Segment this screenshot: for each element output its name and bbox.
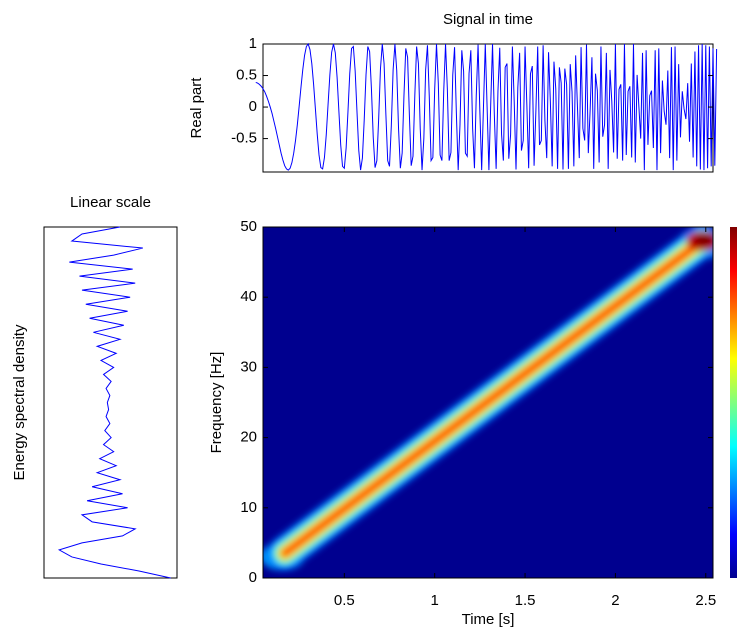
y-tick-label: 10: [240, 499, 257, 516]
y-tick-label: 0: [249, 98, 257, 115]
x-axis-label: Time [s]: [462, 611, 515, 628]
y-tick-label: -0.5: [231, 130, 257, 147]
signal-line: [255, 42, 718, 171]
y-tick-label: 30: [240, 358, 257, 375]
plot-frame: [262, 43, 714, 173]
y-tick-label: 40: [240, 288, 257, 305]
y-tick-label: 0.5: [236, 66, 257, 83]
ridge: [263, 227, 713, 571]
y-tick-label: 1: [249, 35, 257, 52]
y-axis-label: Frequency [Hz]: [208, 352, 225, 454]
x-tick-label: 2: [611, 592, 619, 609]
x-tick-label: 1: [431, 592, 439, 609]
ridge-layer: [281, 237, 706, 557]
blob: [694, 234, 713, 247]
y-tick-label: 20: [240, 429, 257, 446]
y-tick-label: 0: [249, 569, 257, 586]
x-tick-label: 0.5: [334, 592, 355, 609]
plot-frame: [43, 226, 178, 579]
x-tick-label: 1.5: [515, 592, 536, 609]
axis-title: Linear scale: [70, 194, 151, 211]
colorbar: [730, 227, 737, 578]
y-axis-label: Real part: [188, 77, 205, 139]
y-axis-label: Energy spectral density: [11, 324, 28, 480]
signal-line: [57, 226, 171, 579]
axis-title: Signal in time: [443, 11, 533, 28]
y-tick-label: 50: [240, 218, 257, 235]
x-tick-label: 2.5: [695, 592, 716, 609]
heatmap: [263, 227, 713, 578]
plot-frame: [262, 226, 714, 579]
